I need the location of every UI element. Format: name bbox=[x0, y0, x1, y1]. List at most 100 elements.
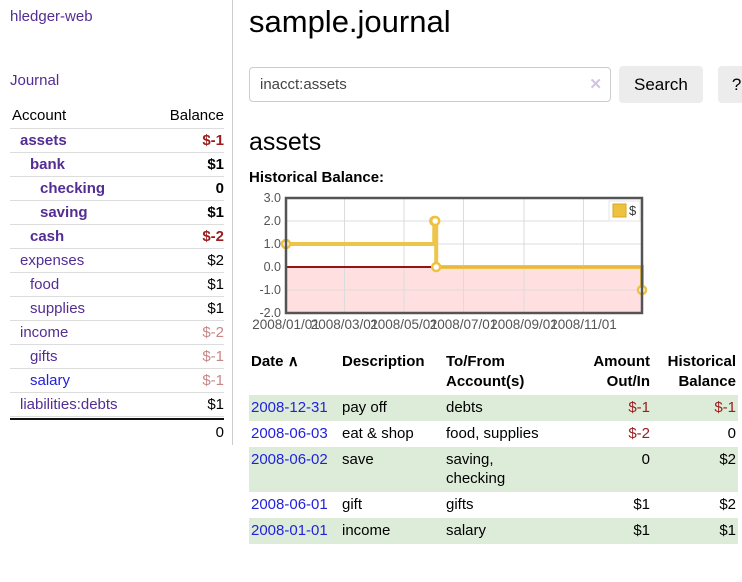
transactions-header-row: Date ∧ Description To/From Account(s) Am… bbox=[249, 350, 738, 395]
transaction-description: save bbox=[342, 450, 374, 468]
accounts-table-header: Account Balance bbox=[10, 103, 224, 128]
svg-text:2008/09/01: 2008/09/01 bbox=[490, 317, 558, 332]
account-link-liabilities-debts[interactable]: liabilities:debts bbox=[20, 396, 118, 413]
transaction-amount: $1 bbox=[633, 521, 650, 539]
transaction-row[interactable]: 2008-01-01 income salary $1 $1 bbox=[249, 517, 738, 544]
svg-text:2008/03/01: 2008/03/01 bbox=[311, 317, 379, 332]
transaction-balance: $-1 bbox=[714, 399, 736, 416]
search-button[interactable]: Search bbox=[619, 66, 703, 103]
app: hledger-web Journal Account Balance asse… bbox=[0, 0, 742, 544]
column-header-balance: Historical Balance bbox=[667, 353, 736, 390]
transaction-row[interactable]: 2008-12-31 pay off debts $-1 $-1 bbox=[249, 395, 738, 421]
account-row: saving $1 bbox=[10, 200, 224, 224]
transaction-description: pay off bbox=[342, 399, 387, 416]
transaction-date-link[interactable]: 2008-12-31 bbox=[251, 399, 328, 416]
account-balance: $-1 bbox=[202, 372, 224, 389]
svg-text:2008/01/01: 2008/01/01 bbox=[252, 317, 320, 332]
svg-text:-2.0: -2.0 bbox=[259, 306, 281, 320]
transaction-balance: 0 bbox=[727, 424, 736, 442]
transaction-description: eat & shop bbox=[342, 424, 414, 442]
account-link-saving[interactable]: saving bbox=[40, 204, 88, 221]
transaction-date-link[interactable]: 2008-01-01 bbox=[251, 521, 328, 539]
account-link-supplies[interactable]: supplies bbox=[30, 300, 86, 317]
column-header-accounts: To/From Account(s) bbox=[446, 353, 525, 390]
accounts-header-balance: Balance bbox=[169, 107, 224, 124]
account-row: supplies $1 bbox=[10, 296, 224, 320]
transaction-accounts: gifts bbox=[446, 496, 474, 514]
account-link-assets[interactable]: assets bbox=[20, 132, 67, 149]
account-balance: 0 bbox=[215, 180, 224, 197]
chart-title: Historical Balance: bbox=[249, 169, 385, 186]
account-link-income[interactable]: income bbox=[20, 324, 69, 341]
svg-text:-1.0: -1.0 bbox=[259, 283, 281, 297]
account-link-salary[interactable]: salary bbox=[30, 372, 71, 389]
transaction-description: gift bbox=[342, 496, 363, 514]
svg-text:$: $ bbox=[629, 203, 637, 218]
account-balance: $1 bbox=[207, 396, 224, 413]
account-heading: assets bbox=[249, 128, 322, 156]
transaction-row[interactable]: 2008-06-02 save saving, checking 0 $2 bbox=[249, 446, 738, 493]
account-balance: $-1 bbox=[202, 348, 224, 365]
balance-chart-svg: $3.0 2.0 1.0 0.0 -1.0 -2.02008/01/012008/03/0… bbox=[252, 191, 648, 332]
transaction-accounts: debts bbox=[446, 399, 483, 416]
column-header-date[interactable]: Date ∧ bbox=[251, 353, 299, 370]
help-button[interactable]: ? bbox=[717, 66, 742, 103]
historical-balance-chart: $3.0 2.0 1.0 0.0 -1.0 -2.0 2008/01/01 2008/03/0… bbox=[249, 190, 742, 336]
account-balance: $1 bbox=[207, 156, 224, 173]
transaction-row[interactable]: 2008-06-01 gift gifts $1 $2 bbox=[249, 492, 738, 518]
brand-link[interactable]: hledger-web bbox=[10, 8, 93, 25]
account-link-cash[interactable]: cash bbox=[30, 228, 65, 245]
transaction-amount: 0 bbox=[641, 450, 650, 468]
transactions-table: Date ∧ Description To/From Account(s) Am… bbox=[249, 350, 738, 544]
transaction-row[interactable]: 2008-06-03 eat & shop food, supplies $-2 0 bbox=[249, 421, 738, 447]
column-header-description: Description bbox=[342, 353, 425, 370]
account-link-expenses[interactable]: expenses bbox=[20, 252, 85, 269]
account-balance: $-2 bbox=[202, 324, 224, 341]
account-row: cash $-2 bbox=[10, 224, 224, 248]
account-balance: $1 bbox=[207, 276, 224, 293]
sort-ascending-icon: ∧ bbox=[287, 353, 299, 370]
account-row: salary $-1 bbox=[10, 368, 224, 392]
svg-text:2008/07/01: 2008/07/01 bbox=[430, 317, 498, 332]
sidebar: hledger-web Journal Account Balance asse… bbox=[0, 0, 233, 445]
svg-text:2.0: 2.0 bbox=[264, 214, 281, 228]
accounts-rows: assets $-1 bank $1 checking 0 saving $1 cash $-2 e… bbox=[10, 128, 224, 417]
svg-text:3.0: 3.0 bbox=[264, 191, 281, 205]
search-input[interactable] bbox=[249, 67, 611, 102]
account-row: expenses $2 bbox=[10, 248, 224, 272]
account-link-gifts[interactable]: gifts bbox=[30, 348, 58, 365]
page-title: sample.journal bbox=[249, 4, 451, 39]
account-balance: $-1 bbox=[202, 132, 224, 149]
svg-text:2008/11/01: 2008/11/01 bbox=[550, 317, 617, 332]
transaction-date-link[interactable]: 2008-06-03 bbox=[251, 424, 328, 442]
account-balance: $1 bbox=[207, 300, 224, 317]
account-link-bank[interactable]: bank bbox=[30, 156, 66, 173]
transaction-date-link[interactable]: 2008-06-02 bbox=[251, 450, 328, 468]
account-balance: $-2 bbox=[202, 228, 224, 245]
sidebar-item-journal[interactable]: Journal bbox=[10, 72, 60, 89]
account-row: income $-2 bbox=[10, 320, 224, 344]
account-link-food[interactable]: food bbox=[30, 276, 60, 293]
account-row: food $1 bbox=[10, 272, 224, 296]
account-row: assets $-1 bbox=[10, 128, 224, 152]
accounts-total: 0 bbox=[10, 418, 224, 445]
transaction-amount: $1 bbox=[633, 496, 650, 514]
transaction-balance: $2 bbox=[719, 450, 736, 468]
transaction-amount: $-1 bbox=[628, 399, 650, 416]
transaction-description: income bbox=[342, 521, 391, 539]
account-row: liabilities:debts $1 bbox=[10, 392, 224, 417]
search-input-wrap: ✕ bbox=[249, 67, 611, 102]
accounts-header-account: Account bbox=[12, 107, 67, 124]
account-balance: $1 bbox=[207, 204, 224, 221]
transaction-accounts: salary bbox=[446, 521, 487, 539]
clear-search-icon[interactable]: ✕ bbox=[589, 76, 602, 93]
transaction-accounts: saving, checking bbox=[446, 450, 506, 488]
transaction-accounts: food, supplies bbox=[446, 424, 539, 442]
svg-text:0.0: 0.0 bbox=[264, 260, 281, 274]
account-row: bank $1 bbox=[10, 152, 224, 176]
transaction-amount: $-2 bbox=[628, 424, 650, 442]
account-link-checking[interactable]: checking bbox=[40, 180, 106, 197]
transaction-date-link[interactable]: 2008-06-01 bbox=[251, 496, 328, 514]
account-balance: $2 bbox=[207, 252, 224, 269]
transaction-balance: $1 bbox=[719, 521, 736, 539]
